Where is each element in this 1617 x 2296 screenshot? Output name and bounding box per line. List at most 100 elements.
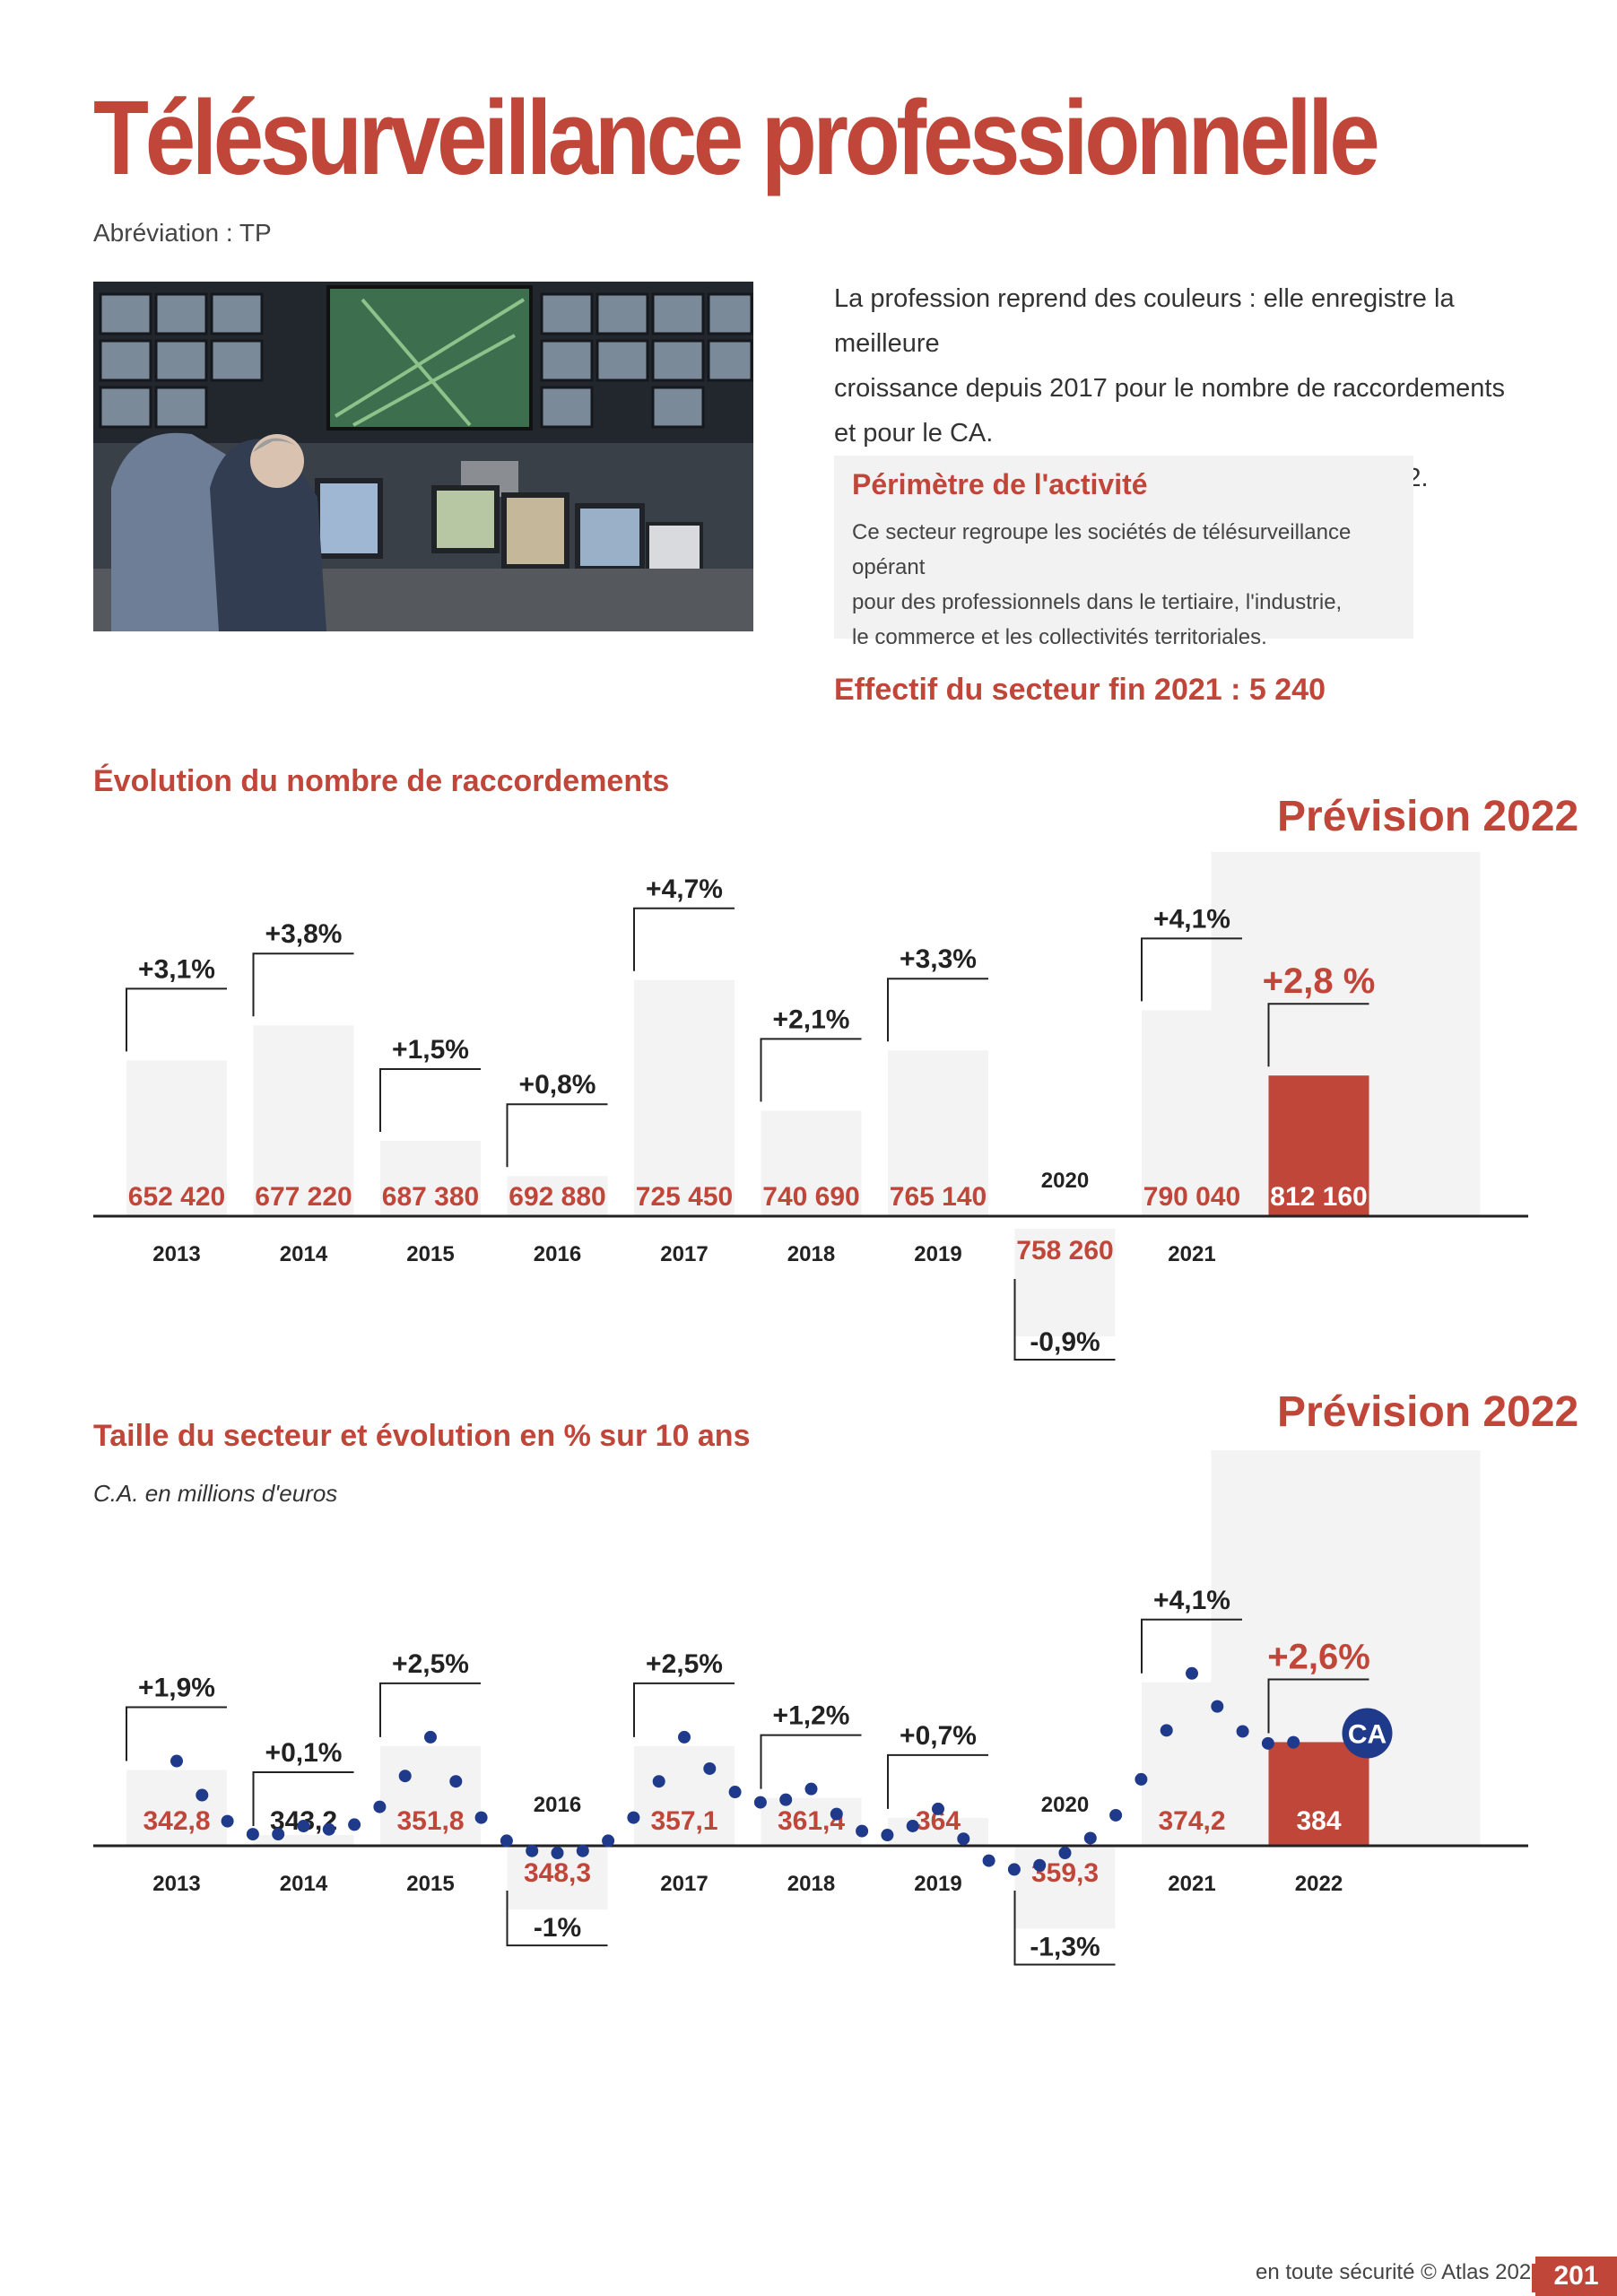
chart1-callout bbox=[633, 907, 735, 971]
chart2-value-label: 348,3 bbox=[524, 1858, 591, 1888]
perimetre-line: pour des professionnels dans le tertiair… bbox=[852, 590, 1343, 614]
chart2-change-label: +0,7% bbox=[900, 1721, 977, 1751]
footer-text: en toute sécurité © Atlas 2022 bbox=[1256, 2260, 1543, 2284]
chart1-callout bbox=[760, 1038, 862, 1102]
chart2-trend-dot bbox=[830, 1807, 843, 1821]
chart2-bar bbox=[888, 1817, 988, 1846]
effectif-label: Effectif du secteur fin 2021 : 5 240 bbox=[834, 673, 1326, 707]
chart1-callout bbox=[252, 952, 354, 1017]
chart1-bar bbox=[1142, 1010, 1242, 1216]
chart2-trend-dot bbox=[246, 1828, 259, 1841]
abbreviation: Abréviation : TP bbox=[93, 219, 272, 247]
chart1-bar bbox=[1014, 1229, 1116, 1336]
chart2-trend-dot bbox=[1211, 1700, 1224, 1713]
chart1-value-label: 652 420 bbox=[128, 1182, 225, 1212]
chart1-change-label: +2,1% bbox=[773, 1004, 850, 1034]
chart2-trend-dot bbox=[1033, 1858, 1047, 1872]
chart2-trend-dot bbox=[526, 1844, 539, 1857]
chart2-trend-dot bbox=[1109, 1808, 1123, 1822]
chart1-callout bbox=[379, 1068, 481, 1132]
chart1-value-label: 687 380 bbox=[382, 1182, 479, 1212]
chart2-trend-dot bbox=[678, 1730, 691, 1744]
chart2-trend-dot bbox=[474, 1811, 488, 1824]
chart1-category-label: 2018 bbox=[787, 1242, 835, 1266]
chart2-change-label: +2,6% bbox=[1267, 1637, 1370, 1676]
page-number: 201 bbox=[1535, 2257, 1617, 2296]
chart1-callout bbox=[506, 1103, 608, 1168]
chart2-trend-dot bbox=[297, 1820, 310, 1832]
chart1-bar bbox=[761, 1110, 862, 1216]
chart2-trend-dot bbox=[1287, 1735, 1300, 1749]
intro-line: La profession reprend des couleurs : ell… bbox=[834, 284, 1455, 358]
perimetre-line: Ce secteur regroupe les sociétés de télé… bbox=[852, 520, 1352, 579]
chart2-trend-dot bbox=[398, 1770, 412, 1783]
chart2-value-label: 374,2 bbox=[1158, 1806, 1225, 1836]
chart2-trend-dot bbox=[652, 1775, 665, 1788]
chart2-trend-dot bbox=[221, 1814, 234, 1828]
chart2-trend-dot bbox=[728, 1786, 742, 1799]
chart2-change-label: +2,5% bbox=[392, 1649, 469, 1679]
chart1-value-label: 692 880 bbox=[509, 1182, 605, 1212]
perimetre-text: Ce secteur regroupe les sociétés de télé… bbox=[852, 515, 1390, 655]
chart1-value-label: 765 140 bbox=[890, 1182, 987, 1212]
footer-divider bbox=[1532, 2264, 1535, 2292]
chart1-bar bbox=[634, 979, 735, 1216]
chart2-callout bbox=[126, 1706, 227, 1761]
chart2-value-label: 357,1 bbox=[650, 1806, 717, 1836]
chart1-bar bbox=[253, 1025, 354, 1216]
chart2-trend-dot bbox=[170, 1754, 183, 1768]
chart1-change-label: +3,1% bbox=[138, 954, 215, 984]
chart2-callout bbox=[633, 1682, 735, 1737]
chart1-change-label: +1,5% bbox=[392, 1035, 469, 1065]
chart2-value-label: 351,8 bbox=[396, 1806, 464, 1836]
chart2-change-label: +4,1% bbox=[1153, 1586, 1230, 1615]
chart2-trend-dot bbox=[602, 1834, 615, 1848]
chart1-change-label: +3,8% bbox=[265, 919, 343, 949]
chart2-trend-dot bbox=[373, 1800, 387, 1813]
chart1-title: Évolution du nombre de raccordements bbox=[93, 764, 670, 798]
chart1-category-label: 2016 bbox=[534, 1242, 581, 1266]
chart2-trend-dot bbox=[1261, 1736, 1274, 1750]
chart2-trend-dot bbox=[982, 1854, 995, 1867]
chart2-trend-dot bbox=[1236, 1725, 1249, 1738]
chart1-bar bbox=[507, 1176, 608, 1216]
chart2-forecast-title: Prévision 2022 bbox=[1277, 1388, 1579, 1436]
chart1-category-label: 2020 bbox=[1041, 1169, 1089, 1193]
chart2-trend-dot bbox=[856, 1824, 869, 1838]
chart2-trend-dot bbox=[957, 1832, 970, 1846]
chart2-category-label: 2016 bbox=[534, 1793, 581, 1817]
chart2-change-label: +1,2% bbox=[773, 1701, 850, 1731]
chart1-category-label: 2019 bbox=[914, 1242, 961, 1266]
chart2-bar bbox=[1142, 1682, 1242, 1846]
chart1-bar bbox=[1268, 1075, 1369, 1216]
chart2-category-label: 2019 bbox=[914, 1872, 961, 1896]
chart2-bar bbox=[634, 1745, 735, 1846]
chart2-change-label: -1,3% bbox=[1030, 1932, 1100, 1961]
chart2-trend-dot bbox=[1083, 1831, 1097, 1845]
chart2-change-label: -1% bbox=[534, 1913, 581, 1943]
chart2-callout bbox=[887, 1753, 988, 1809]
chart1-category-label: 2013 bbox=[152, 1242, 200, 1266]
chart2-trend-dot bbox=[449, 1775, 463, 1788]
chart2-callout bbox=[1141, 1618, 1242, 1674]
chart2-trend-dot bbox=[779, 1793, 793, 1806]
perimetre-line: le commerce et les collectivités territo… bbox=[852, 625, 1267, 649]
chart1-callout bbox=[887, 978, 988, 1042]
chart1-change-label: +0,8% bbox=[519, 1070, 596, 1100]
chart2-subtitle: C.A. en millions d'euros bbox=[93, 1480, 338, 1507]
chart2-value-label: 384 bbox=[1296, 1806, 1341, 1836]
chart2-trend-dot bbox=[906, 1819, 919, 1832]
perimetre-title: Périmètre de l'activité bbox=[852, 468, 1148, 500]
chart2-category-label: 2021 bbox=[1168, 1872, 1215, 1896]
chart1-category-label: 2017 bbox=[660, 1242, 708, 1266]
chart1-forecast-title: Prévision 2022 bbox=[1277, 793, 1579, 840]
chart2-trend-dot bbox=[196, 1788, 209, 1802]
chart2-trend-dot bbox=[1135, 1772, 1148, 1786]
chart1-callout bbox=[1013, 1279, 1116, 1361]
chart1-value-label: 790 040 bbox=[1143, 1182, 1240, 1212]
perimetre-box bbox=[834, 456, 1413, 639]
chart2-trend-dot bbox=[1186, 1666, 1198, 1680]
chart2-trend-dot bbox=[500, 1834, 513, 1848]
chart1-change-label: +2,8 % bbox=[1263, 961, 1376, 1001]
